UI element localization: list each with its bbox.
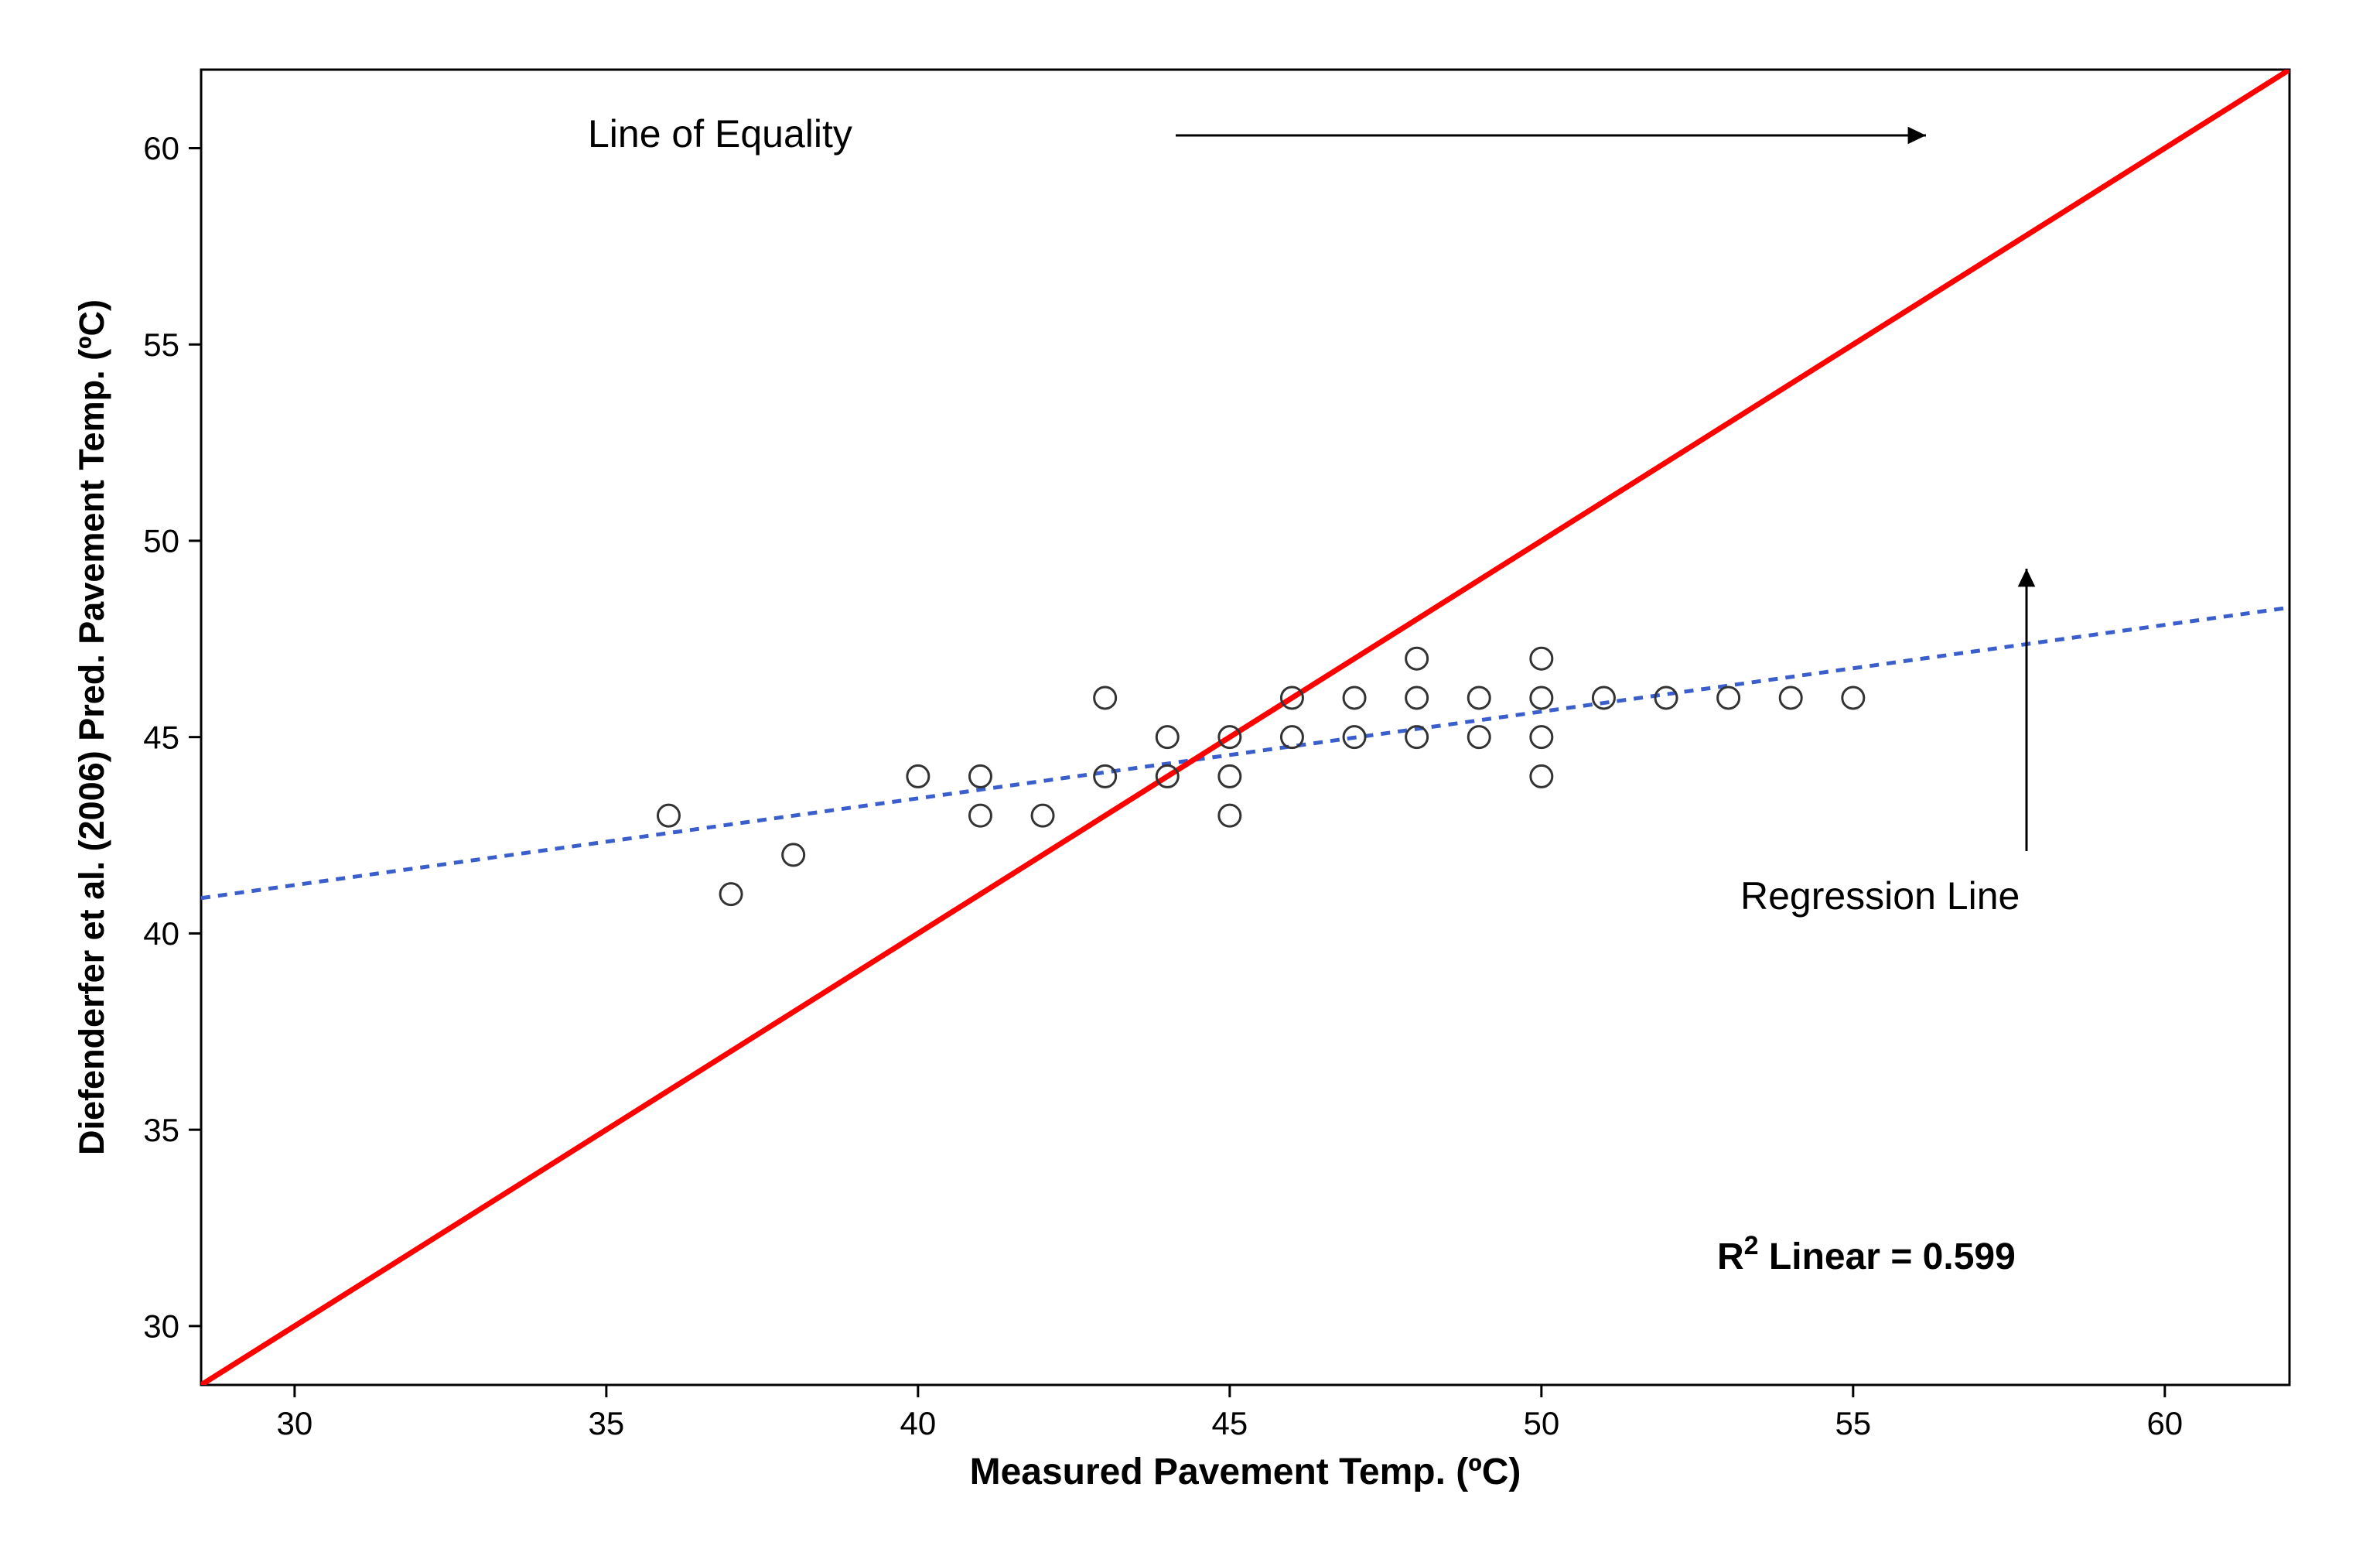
data-point xyxy=(1219,805,1241,826)
x-tick-label: 60 xyxy=(2146,1405,2183,1441)
x-tick-label: 30 xyxy=(277,1405,313,1441)
x-tick-label: 50 xyxy=(1523,1405,1559,1441)
x-tick-label: 40 xyxy=(900,1405,937,1441)
line-of-equality xyxy=(201,70,2290,1385)
data-point xyxy=(1531,687,1552,709)
data-point xyxy=(969,765,991,787)
chart-svg: 30 35 40 45 50 55 60 30 35 40 45 50 55 60 Measured Pav… xyxy=(0,0,2380,1542)
data-point xyxy=(1842,687,1864,709)
regression-line-arrow-head xyxy=(2018,569,2036,586)
data-point xyxy=(783,844,804,866)
data-point xyxy=(969,805,991,826)
regression-line-label: Regression Line xyxy=(1740,874,2020,918)
y-tick-label: 50 xyxy=(143,523,179,559)
data-point xyxy=(1468,687,1490,709)
x-tick-label: 35 xyxy=(589,1405,625,1441)
data-point xyxy=(907,765,929,787)
data-point xyxy=(657,805,679,826)
data-point xyxy=(1406,648,1428,669)
regression-line xyxy=(201,607,2290,898)
data-point xyxy=(1780,687,1801,709)
data-point xyxy=(1281,727,1303,748)
y-tick-label: 45 xyxy=(143,719,179,755)
data-point xyxy=(1406,687,1428,709)
data-point xyxy=(1156,727,1178,748)
y-tick-label: 55 xyxy=(143,327,179,363)
x-tick-label: 45 xyxy=(1211,1405,1248,1441)
data-point xyxy=(1531,727,1552,748)
scatter-chart: 30 35 40 45 50 55 60 30 35 40 45 50 55 60 Measured Pav… xyxy=(0,0,2380,1542)
data-point xyxy=(1344,687,1365,709)
x-axis-title: Measured Pavement Temp. (ºC) xyxy=(970,1451,1521,1492)
y-tick-label: 40 xyxy=(143,915,179,952)
line-of-equality-arrow-head xyxy=(1908,127,1926,145)
data-point xyxy=(1531,765,1552,787)
data-point xyxy=(1531,648,1552,669)
data-point xyxy=(1468,727,1490,748)
y-tick-label: 30 xyxy=(143,1308,179,1345)
y-tick-label: 35 xyxy=(143,1112,179,1148)
data-point xyxy=(1094,687,1116,709)
data-point xyxy=(1219,765,1241,787)
r-squared-label: R2 Linear = 0.599 xyxy=(1717,1231,2016,1277)
y-tick-label: 60 xyxy=(143,130,179,166)
data-point xyxy=(1032,805,1053,826)
data-point xyxy=(720,884,742,905)
data-point xyxy=(1718,687,1740,709)
line-of-equality-label: Line of Equality xyxy=(588,112,852,156)
y-axis-title: Diefenderfer et al. (2006) Pred. Pavemen… xyxy=(72,299,111,1155)
data-point xyxy=(1094,765,1116,787)
data-point xyxy=(1593,687,1614,709)
x-tick-label: 55 xyxy=(1835,1405,1871,1441)
data-point xyxy=(1655,687,1677,709)
